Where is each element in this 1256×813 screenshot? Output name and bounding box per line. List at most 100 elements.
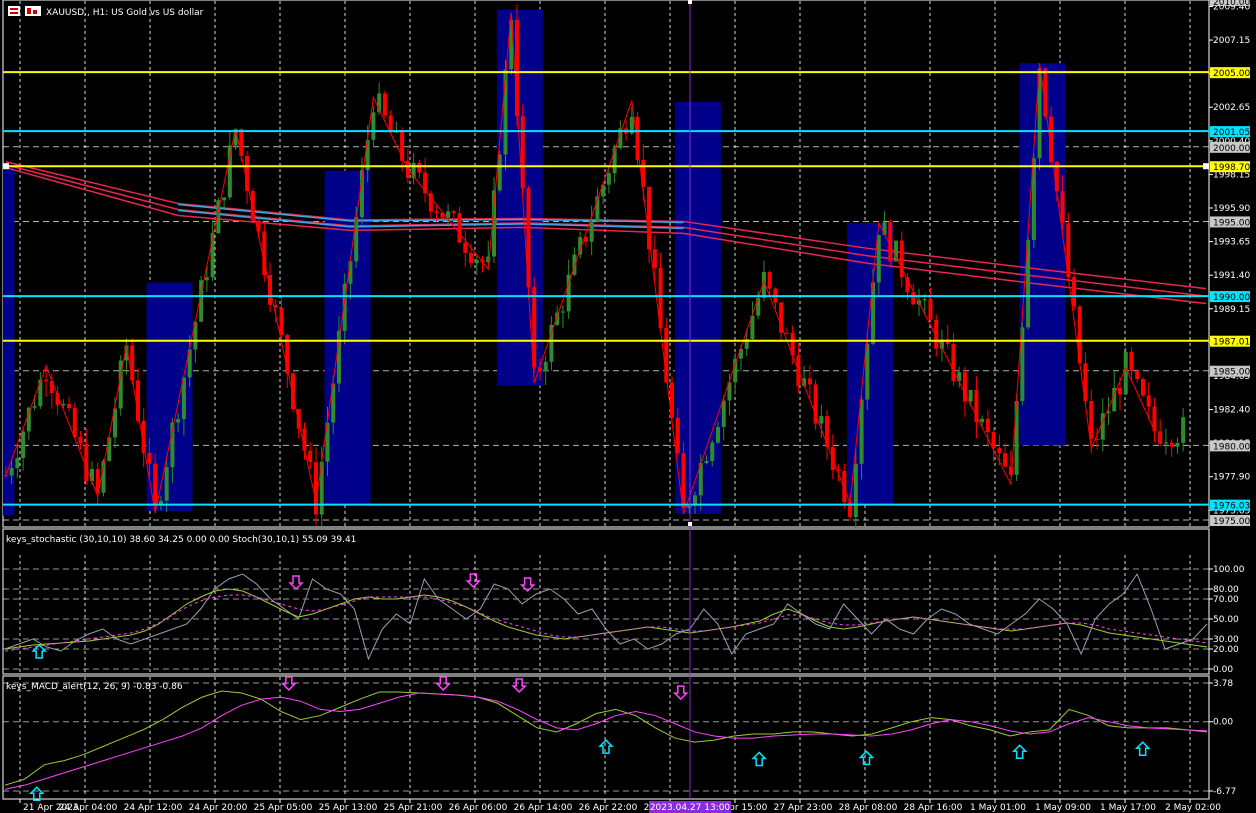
candle-body <box>899 240 904 278</box>
price-pane[interactable]: 2009.402007.152004.902002.652000.401998.… <box>2 0 1250 528</box>
candle-body <box>170 422 175 468</box>
candle-body <box>894 240 899 262</box>
candle-body <box>486 256 491 263</box>
axis-tick-label: 0.00 <box>1213 665 1233 675</box>
candle-body <box>601 184 606 197</box>
candle-body <box>761 271 766 298</box>
price-tick-label: 1984.65 <box>1213 372 1250 382</box>
candle-body <box>1129 351 1134 371</box>
candle-body <box>721 400 726 427</box>
level-anchor-handle <box>3 163 9 170</box>
price-level-box <box>1210 365 1250 377</box>
candle-body <box>618 128 623 149</box>
candle-body <box>1043 68 1048 117</box>
candle-body <box>1106 411 1111 414</box>
series-line-main <box>4 572 1208 661</box>
candle-body <box>997 448 1002 454</box>
candle-body <box>210 233 215 278</box>
axis-tick-label: 0.00 <box>1213 718 1233 728</box>
candle-body <box>273 304 278 308</box>
candle-body <box>158 500 163 505</box>
candle-body <box>526 188 531 288</box>
price-level-box <box>1210 515 1250 526</box>
candle-body <box>1089 401 1094 439</box>
candle-body <box>497 154 502 191</box>
price-level-label: 1990.00 <box>1213 293 1250 303</box>
price-level-label: 1976.03 <box>1213 502 1250 512</box>
macd-pane[interactable]: 3.78 0.00 -6.77 keys_MACD_alert(12, 26, 9)… <box>2 675 1236 802</box>
price-level-label: 2001.05 <box>1213 128 1250 138</box>
candle-body <box>423 172 428 194</box>
candle-body <box>1060 191 1065 224</box>
candle-body <box>95 469 100 493</box>
candle-body <box>767 271 772 289</box>
arrow-up-icon <box>1134 741 1151 756</box>
candle-body <box>658 268 663 328</box>
price-level-box <box>1210 126 1250 138</box>
candle-body <box>359 170 364 218</box>
candle-body <box>55 393 60 406</box>
arrow-down-icon <box>281 676 297 691</box>
candle-body <box>537 367 542 372</box>
candle-body <box>72 408 77 437</box>
candle-body <box>124 345 129 361</box>
candle-body <box>825 416 830 448</box>
candle-body <box>141 420 146 454</box>
price-level-box <box>1210 67 1250 79</box>
price-level-label: 2005.00 <box>1213 69 1250 79</box>
candle-body <box>670 382 675 418</box>
candle-body <box>216 200 221 234</box>
candle-body <box>549 324 554 362</box>
candle-body <box>400 130 405 161</box>
time-tick-label: 25 Apr 21:00 <box>384 803 443 813</box>
candle-body <box>480 260 485 263</box>
stochastic-arrows <box>31 573 536 659</box>
stochastic-lines <box>4 572 1208 661</box>
arrow-up-icon <box>751 751 767 767</box>
candle-body <box>440 213 445 218</box>
candle-body <box>888 222 893 262</box>
time-tick-label: 2 May 02:00 <box>1165 803 1221 813</box>
candle-body <box>675 417 680 454</box>
price-level-box <box>1210 499 1250 511</box>
candle-body <box>250 191 255 221</box>
cursor-handle <box>688 522 692 526</box>
candle-body <box>233 129 238 146</box>
candle-body <box>291 373 296 410</box>
symbol-title: XAUUSD., H1: US Gold vs US dollar <box>46 8 204 18</box>
candle-body <box>239 129 244 156</box>
candle-body <box>647 186 652 250</box>
candle-body <box>1169 442 1174 447</box>
candle-body <box>492 190 497 257</box>
candle-body <box>371 112 376 140</box>
horizontal-levels[interactable] <box>3 71 1209 506</box>
candle-body <box>434 211 439 214</box>
arrow-up-icon <box>28 786 45 802</box>
time-tick-label: 1 May 17:00 <box>1100 803 1156 813</box>
candle-body <box>348 261 353 284</box>
axis-tick-label: 100.00 <box>1213 565 1245 575</box>
candle-body <box>331 383 336 423</box>
candle-body <box>262 231 267 276</box>
arrow-down-icon <box>672 685 689 701</box>
candle-body <box>9 468 14 476</box>
candle-body <box>204 277 209 281</box>
macd-grid <box>3 677 1209 795</box>
candle-body <box>1072 277 1077 307</box>
candle-body <box>1175 442 1180 447</box>
candle-body <box>411 162 416 178</box>
candle-body <box>1140 379 1145 396</box>
moving-average-line <box>5 166 1207 305</box>
candle-body <box>1031 158 1036 241</box>
candle-body <box>164 467 169 501</box>
price-tick-label: 1977.90 <box>1213 473 1250 483</box>
zigzag-polyline <box>5 12 1155 515</box>
arrow-up-icon <box>858 750 875 766</box>
candle-body <box>474 260 479 264</box>
price-level-box <box>1210 291 1250 303</box>
candle-body <box>193 321 198 350</box>
candle-body <box>256 220 261 232</box>
